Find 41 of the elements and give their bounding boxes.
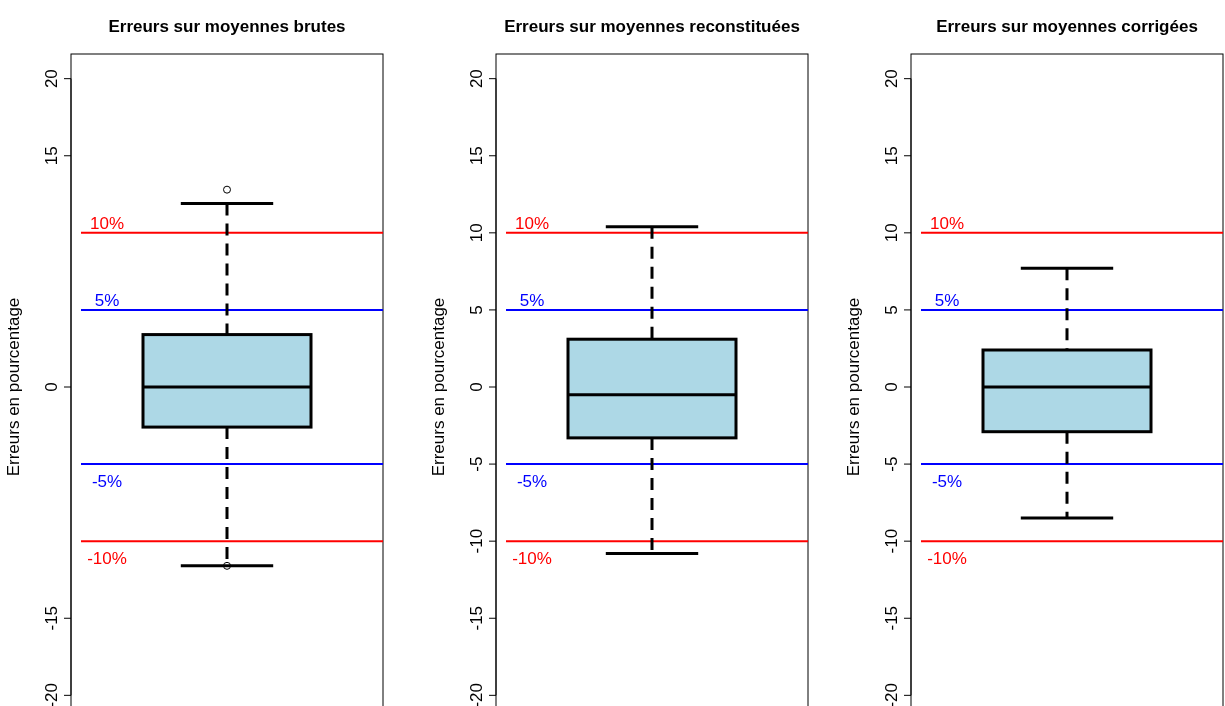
y-axis-title: Erreurs en pourcentage bbox=[844, 297, 863, 477]
y-tick-label: -10 bbox=[882, 528, 901, 554]
y-tick-label: 5 bbox=[882, 305, 901, 315]
ref-line-label: -5% bbox=[931, 472, 963, 492]
y-tick-label: 15 bbox=[882, 146, 901, 166]
y-tick-label: 0 bbox=[467, 382, 486, 392]
y-tick-label: -15 bbox=[467, 605, 486, 631]
ref-line-label: 10% bbox=[929, 213, 965, 233]
ref-line-label: 10% bbox=[89, 213, 125, 233]
y-tick-label: 20 bbox=[42, 69, 61, 89]
chart-title: Erreurs sur moyennes reconstituées bbox=[504, 17, 800, 36]
y-tick-label: 10 bbox=[467, 223, 486, 243]
y-tick-label: 0 bbox=[42, 382, 61, 392]
ref-line-label: 10% bbox=[514, 213, 550, 233]
chart-title: Erreurs sur moyennes brutes bbox=[108, 17, 346, 36]
ref-line-label: 5% bbox=[519, 290, 545, 310]
ref-line-label: 5% bbox=[934, 290, 960, 310]
y-tick-label: 20 bbox=[882, 69, 901, 89]
y-tick-label: -20 bbox=[42, 683, 61, 706]
ref-line-label: 5% bbox=[94, 290, 120, 310]
ref-line-label: -10% bbox=[927, 549, 967, 569]
y-tick-label: 15 bbox=[467, 146, 486, 166]
y-tick-label: -20 bbox=[467, 683, 486, 706]
y-tick-label: -15 bbox=[882, 605, 901, 631]
y-axis-title: Erreurs en pourcentage bbox=[429, 297, 448, 477]
ref-line-label: -5% bbox=[516, 472, 548, 492]
y-axis-title: Erreurs en pourcentage bbox=[4, 297, 23, 477]
y-tick-label: 15 bbox=[42, 146, 61, 166]
y-tick-label: -5 bbox=[467, 456, 486, 472]
y-tick-label: -20 bbox=[882, 683, 901, 706]
y-tick-label: 0 bbox=[882, 382, 901, 392]
y-tick-label: -15 bbox=[42, 605, 61, 631]
y-tick-label: -10 bbox=[467, 528, 486, 554]
chart-title: Erreurs sur moyennes corrigées bbox=[936, 17, 1198, 36]
ref-line-label: -10% bbox=[512, 549, 552, 569]
y-tick-label: -5 bbox=[882, 456, 901, 472]
ref-line-label: -10% bbox=[87, 549, 127, 569]
y-tick-label: 20 bbox=[467, 69, 486, 89]
y-tick-label: 5 bbox=[467, 305, 486, 315]
y-tick-label: 10 bbox=[882, 223, 901, 243]
ref-line-label: -5% bbox=[91, 472, 123, 492]
